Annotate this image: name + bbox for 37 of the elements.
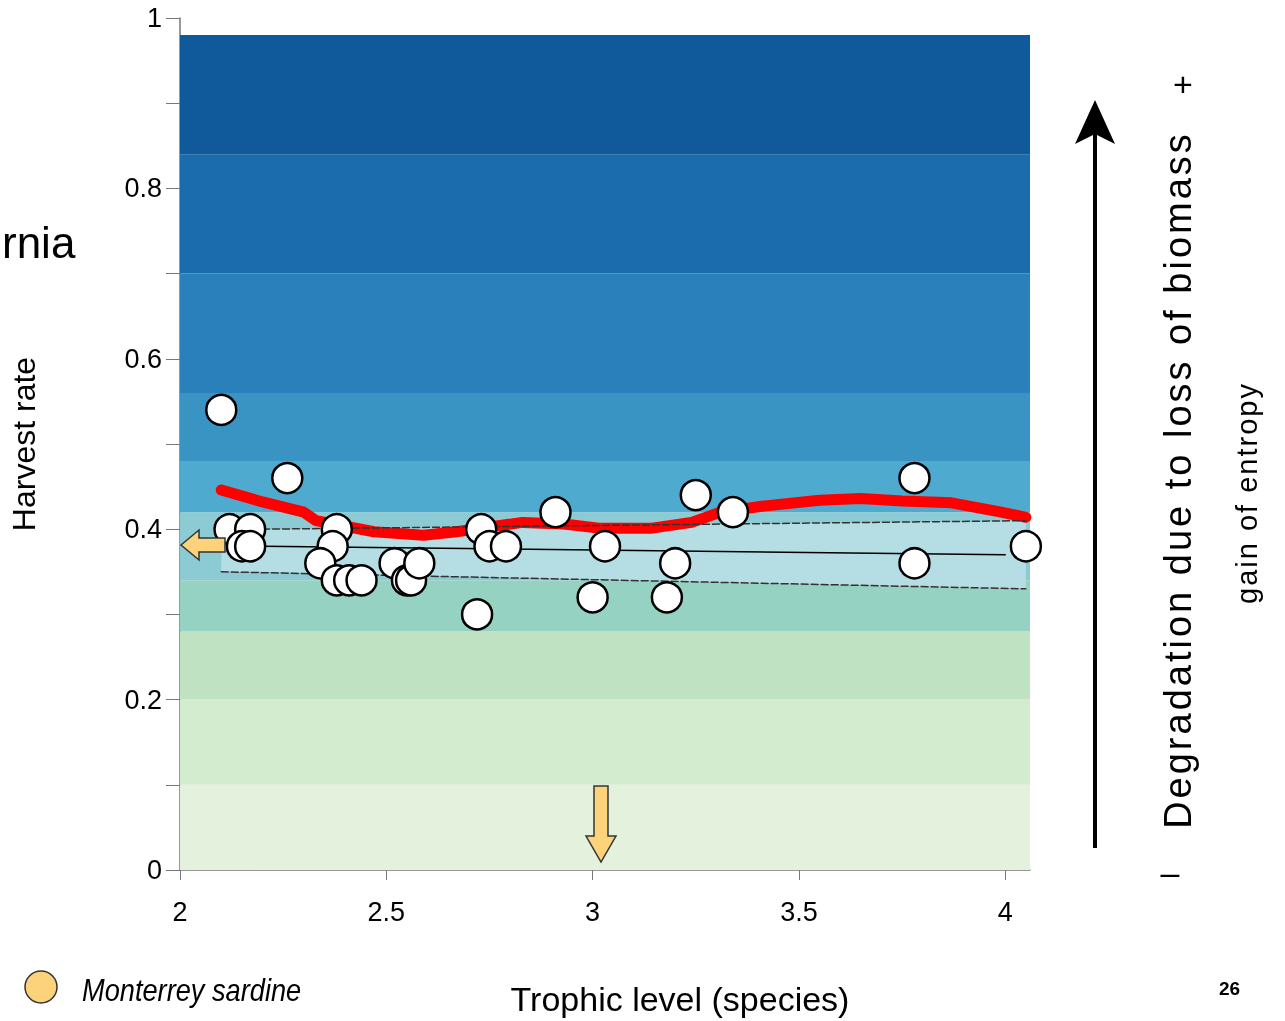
point: [679, 478, 713, 512]
text: gain of entropy: [1230, 382, 1264, 604]
y-tick-label: 0.4: [124, 514, 162, 545]
point: [588, 530, 622, 563]
point: [650, 581, 684, 614]
x-tick-label: 3: [585, 896, 601, 927]
x-tick-label: 4: [997, 896, 1013, 927]
y-tick-label: 1: [146, 3, 162, 33]
text: +: [1173, 64, 1193, 104]
x-tick-label: 2: [172, 896, 188, 927]
text: Degradation due to loss of biomass: [1156, 131, 1200, 829]
point: [205, 393, 238, 427]
point: [576, 581, 609, 614]
y-axis-title: Harvest rate: [6, 356, 42, 532]
point: [898, 547, 931, 580]
text: –: [1160, 852, 1180, 892]
point: [233, 530, 267, 563]
text: Monterrey sardine: [82, 972, 302, 1009]
x-tick-label: 3.5: [780, 896, 818, 927]
point: [658, 547, 692, 580]
text: 26: [1219, 978, 1241, 1000]
x-tick-label: 2.5: [367, 896, 406, 927]
text: rnia: [2, 218, 76, 268]
y-tick-label: 0.8: [124, 173, 162, 204]
point: [489, 530, 523, 563]
point: [539, 495, 572, 529]
point: [1009, 530, 1043, 563]
point: [460, 598, 494, 631]
y-tick-label: 0.2: [124, 684, 162, 715]
y-tick-label: 0: [146, 855, 162, 885]
x-axis-title: Trophic level (species): [510, 980, 850, 1018]
y-tick-label: 0.6: [124, 343, 162, 374]
point: [403, 547, 436, 580]
point: [898, 461, 931, 495]
point: [716, 495, 750, 529]
point: [345, 564, 378, 597]
point: [271, 461, 304, 495]
